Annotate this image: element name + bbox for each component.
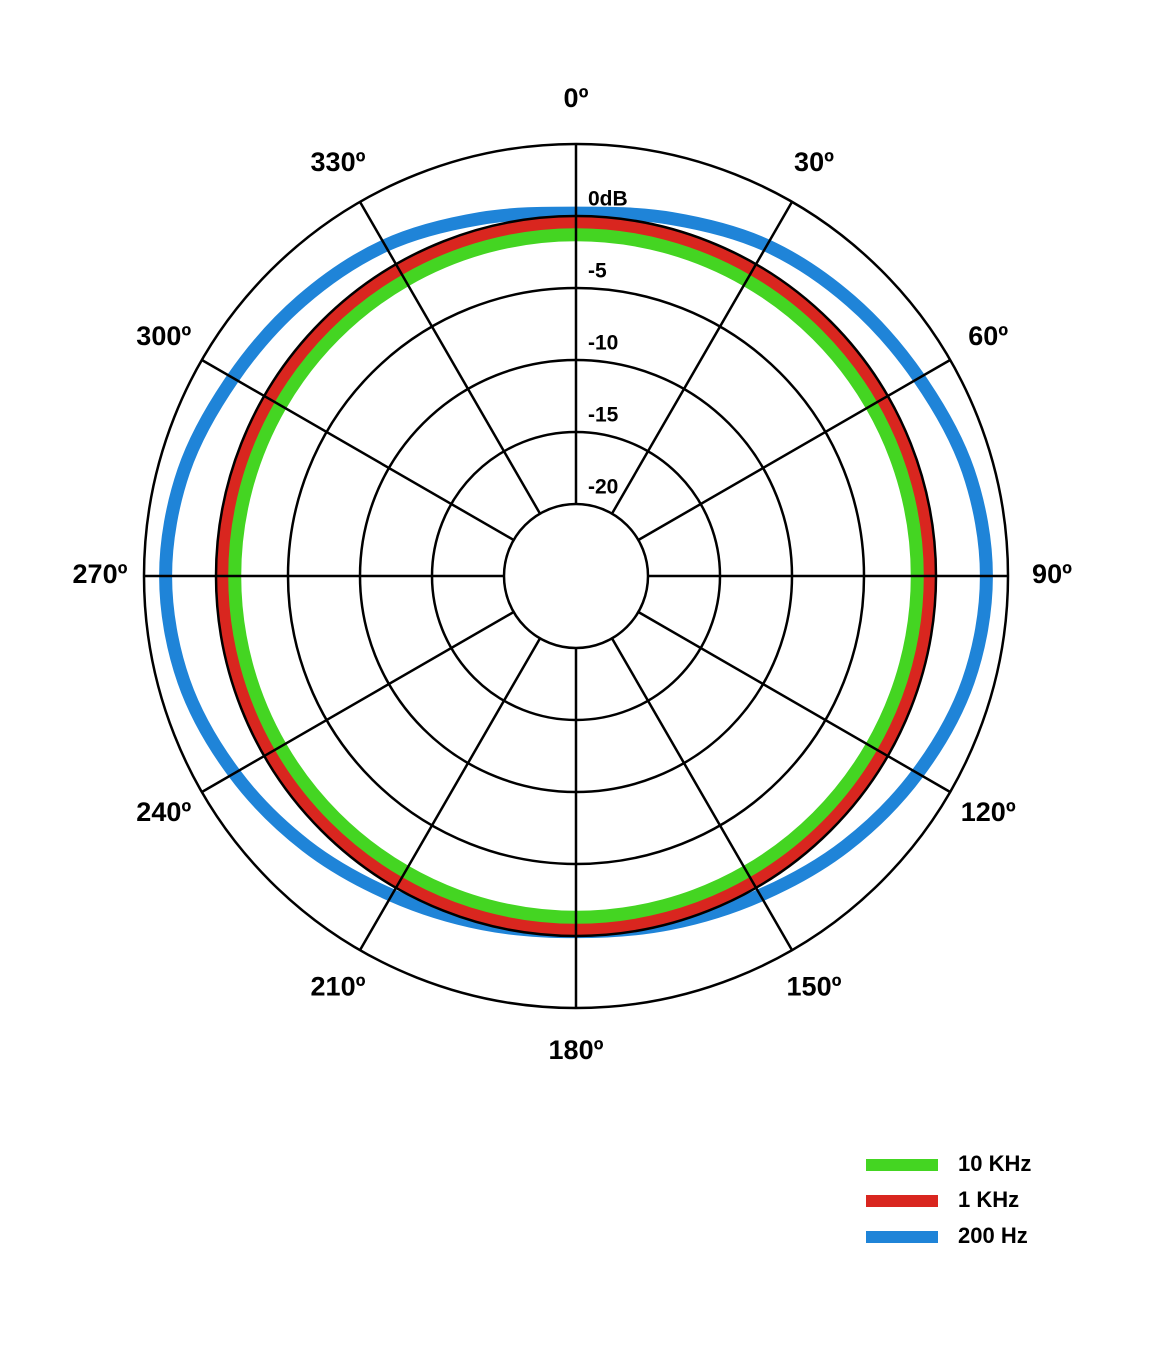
spoke xyxy=(610,201,794,515)
spoke xyxy=(358,637,542,951)
r-tick-label: -20 xyxy=(588,476,618,499)
theta-tick-label: 30º xyxy=(794,147,834,177)
r-tick-label: -5 xyxy=(588,260,607,283)
theta-tick-label: 330º xyxy=(311,147,366,177)
r-tick-label: -10 xyxy=(588,332,618,355)
theta-tick-label: 0º xyxy=(564,83,589,113)
spoke xyxy=(201,358,515,542)
spoke xyxy=(637,610,951,794)
theta-tick-label: 120º xyxy=(961,797,1016,827)
theta-tick-label: 210º xyxy=(311,971,366,1001)
legend-label: 10 KHz xyxy=(958,1151,1031,1176)
theta-tick-label: 270º xyxy=(73,559,128,589)
theta-tick-label: 180º xyxy=(549,1035,604,1065)
r-tick-label: 0dB xyxy=(588,188,628,211)
spoke xyxy=(610,637,794,951)
r-tick-label: -15 xyxy=(588,404,619,427)
theta-tick-label: 60º xyxy=(968,321,1008,351)
legend-label: 1 KHz xyxy=(958,1187,1019,1212)
theta-tick-label: 240º xyxy=(136,797,191,827)
theta-tick-label: 300º xyxy=(136,321,191,351)
theta-tick-label: 150º xyxy=(787,971,842,1001)
legend-label: 200 Hz xyxy=(958,1223,1028,1248)
spoke xyxy=(637,358,951,542)
spoke xyxy=(201,610,515,794)
grid-ring xyxy=(502,502,650,650)
theta-tick-label: 90º xyxy=(1032,559,1072,589)
spoke xyxy=(358,201,542,515)
